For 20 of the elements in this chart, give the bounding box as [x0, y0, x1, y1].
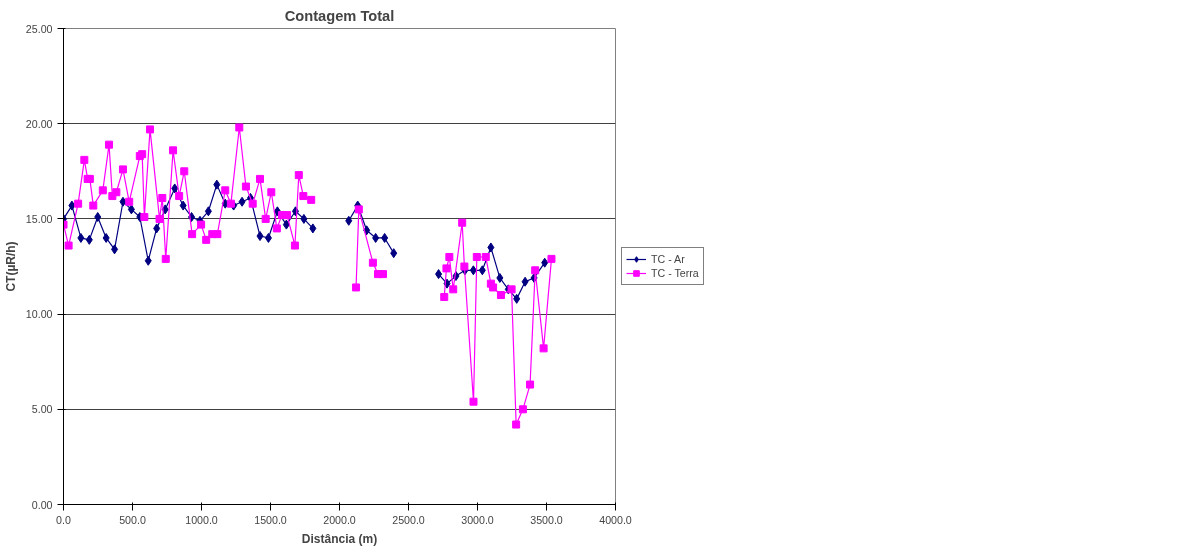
- legend-label: TC - Terra: [651, 266, 699, 280]
- x-tick-label: 2000.0: [323, 513, 356, 526]
- x-tick-label: 2500.0: [392, 513, 425, 526]
- legend-label: TC - Ar: [651, 252, 685, 266]
- y-tick-label: 20.00: [25, 117, 53, 130]
- y-tick-label: 5.00: [31, 403, 53, 416]
- y-axis-title: CT(µR/h): [3, 241, 18, 292]
- x-tick-label: 0.0: [56, 513, 71, 526]
- y-tick-label: 10.00: [25, 308, 53, 321]
- y-tick-label: 0.00: [31, 498, 53, 511]
- y-tick-label: 25.00: [25, 22, 53, 35]
- x-tick-label: 1500.0: [254, 513, 287, 526]
- chart-title: Contagem Total: [284, 7, 395, 24]
- y-tick-label: 15.00: [25, 212, 53, 225]
- x-tick-label: 1000.0: [185, 513, 218, 526]
- x-tick-label: 4000.0: [599, 513, 632, 526]
- x-tick-label: 500.0: [119, 513, 146, 526]
- x-tick-label: 3000.0: [461, 513, 494, 526]
- x-tick-label: 3500.0: [530, 513, 563, 526]
- x-axis-title: Distância (m): [301, 531, 378, 546]
